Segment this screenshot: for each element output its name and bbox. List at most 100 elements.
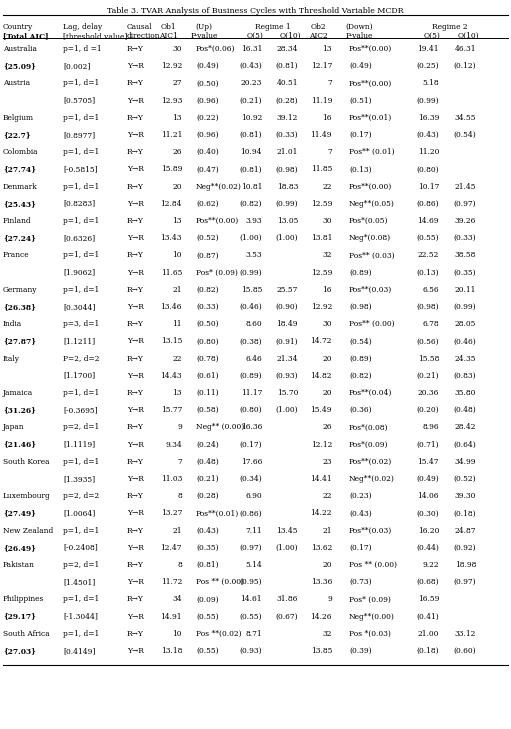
Text: (0.13): (0.13) (349, 165, 371, 174)
Text: 16.31: 16.31 (241, 45, 262, 53)
Text: 16: 16 (322, 114, 332, 122)
Text: 15.58: 15.58 (417, 354, 439, 362)
Text: (0.64): (0.64) (453, 440, 476, 448)
Text: 40.51: 40.51 (276, 79, 298, 87)
Text: (0.98): (0.98) (416, 303, 439, 311)
Text: Q(5): Q(5) (424, 32, 440, 40)
Text: 8: 8 (177, 561, 182, 569)
Text: 21: 21 (173, 286, 182, 294)
Text: Italy: Italy (3, 354, 20, 362)
Text: (0.86): (0.86) (239, 510, 262, 518)
Text: 21.00: 21.00 (417, 630, 439, 638)
Text: {25.43}: {25.43} (3, 200, 36, 208)
Text: p=2, d=1: p=2, d=1 (63, 561, 99, 569)
Text: R→Y: R→Y (127, 252, 144, 260)
Text: (0.93): (0.93) (275, 372, 298, 380)
Text: (0.48): (0.48) (196, 458, 219, 466)
Text: 19.41: 19.41 (417, 45, 439, 53)
Text: p=1, d=1: p=1, d=1 (63, 526, 99, 534)
Text: 28.05: 28.05 (455, 320, 476, 328)
Text: (1.00): (1.00) (239, 234, 262, 242)
Text: (0.71): (0.71) (416, 440, 439, 448)
Text: [1.3935]: [1.3935] (63, 475, 95, 483)
Text: (0.43): (0.43) (416, 131, 439, 139)
Text: 6.78: 6.78 (423, 320, 439, 328)
Text: p=1, d=1: p=1, d=1 (63, 217, 99, 225)
Text: (0.51): (0.51) (349, 97, 371, 104)
Text: [0.002]: [0.002] (63, 62, 90, 70)
Text: (0.17): (0.17) (349, 131, 371, 139)
Text: 16.20: 16.20 (417, 526, 439, 534)
Text: Jamaica: Jamaica (3, 389, 33, 397)
Text: 8.60: 8.60 (245, 320, 262, 328)
Text: 12.84: 12.84 (160, 200, 182, 208)
Text: P=2, d=2: P=2, d=2 (63, 354, 100, 362)
Text: 13.27: 13.27 (160, 510, 182, 518)
Text: 20: 20 (322, 561, 332, 569)
Text: 8.96: 8.96 (423, 424, 439, 432)
Text: 12.17: 12.17 (311, 62, 332, 70)
Text: (0.68): (0.68) (416, 578, 439, 586)
Text: (0.46): (0.46) (239, 303, 262, 311)
Text: Neg**(0.02): Neg**(0.02) (349, 475, 395, 483)
Text: Pos**(0.00): Pos**(0.00) (349, 79, 392, 87)
Text: (0.89): (0.89) (239, 372, 262, 380)
Text: Country: Country (3, 23, 33, 31)
Text: Pos**(0.00): Pos**(0.00) (349, 182, 392, 190)
Text: 13.18: 13.18 (160, 647, 182, 655)
Text: direction: direction (127, 32, 160, 40)
Text: (0.56): (0.56) (416, 338, 439, 346)
Text: 39.26: 39.26 (455, 217, 476, 225)
Text: 28.34: 28.34 (276, 45, 298, 53)
Text: (0.89): (0.89) (349, 354, 371, 362)
Text: R→Y: R→Y (127, 148, 144, 156)
Text: (0.54): (0.54) (453, 131, 476, 139)
Text: 34: 34 (172, 596, 182, 604)
Text: (0.40): (0.40) (196, 148, 219, 156)
Text: 6.56: 6.56 (423, 286, 439, 294)
Text: (0.89): (0.89) (349, 268, 371, 276)
Text: {22.7}: {22.7} (3, 131, 31, 139)
Text: p=1, d=1: p=1, d=1 (63, 389, 99, 397)
Text: (0.34): (0.34) (239, 475, 262, 483)
Text: [1.0064]: [1.0064] (63, 510, 95, 518)
Text: Pos**(0.01): Pos**(0.01) (349, 114, 392, 122)
Text: 11.85: 11.85 (311, 165, 332, 174)
Text: Pos** (0.01): Pos** (0.01) (349, 148, 394, 156)
Text: (0.50): (0.50) (196, 79, 219, 87)
Text: R→Y: R→Y (127, 458, 144, 466)
Text: Pos* (0.09): Pos* (0.09) (349, 596, 391, 604)
Text: 46.31: 46.31 (454, 45, 476, 53)
Text: New Zealand: New Zealand (3, 526, 53, 534)
Text: (0.80): (0.80) (239, 406, 262, 414)
Text: 24.87: 24.87 (454, 526, 476, 534)
Text: Germany: Germany (3, 286, 37, 294)
Text: Y→R: Y→R (127, 510, 144, 518)
Text: 14.43: 14.43 (160, 372, 182, 380)
Text: South Korea: South Korea (3, 458, 50, 466)
Text: Pos**(0.02): Pos**(0.02) (349, 458, 392, 466)
Text: R→Y: R→Y (127, 320, 144, 328)
Text: p=2, d=1: p=2, d=1 (63, 424, 99, 432)
Text: 12.12: 12.12 (311, 440, 332, 448)
Text: (0.43): (0.43) (349, 510, 371, 518)
Text: (0.20): (0.20) (416, 406, 439, 414)
Text: Japan: Japan (3, 424, 25, 432)
Text: (1.00): (1.00) (275, 406, 298, 414)
Text: 18.98: 18.98 (455, 561, 476, 569)
Text: {26.49}: {26.49} (3, 544, 36, 552)
Text: (0.93): (0.93) (239, 647, 262, 655)
Text: (0.33): (0.33) (453, 234, 476, 242)
Text: 12.59: 12.59 (311, 200, 332, 208)
Text: (0.21): (0.21) (196, 475, 219, 483)
Text: (0.33): (0.33) (196, 303, 219, 311)
Text: 35.80: 35.80 (455, 389, 476, 397)
Text: (0.21): (0.21) (416, 372, 439, 380)
Text: 16.36: 16.36 (241, 424, 262, 432)
Text: 14.06: 14.06 (417, 492, 439, 500)
Text: R→Y: R→Y (127, 492, 144, 500)
Text: 9.34: 9.34 (165, 440, 182, 448)
Text: (0.18): (0.18) (453, 510, 476, 518)
Text: (0.99): (0.99) (453, 303, 476, 311)
Text: 11.19: 11.19 (311, 97, 332, 104)
